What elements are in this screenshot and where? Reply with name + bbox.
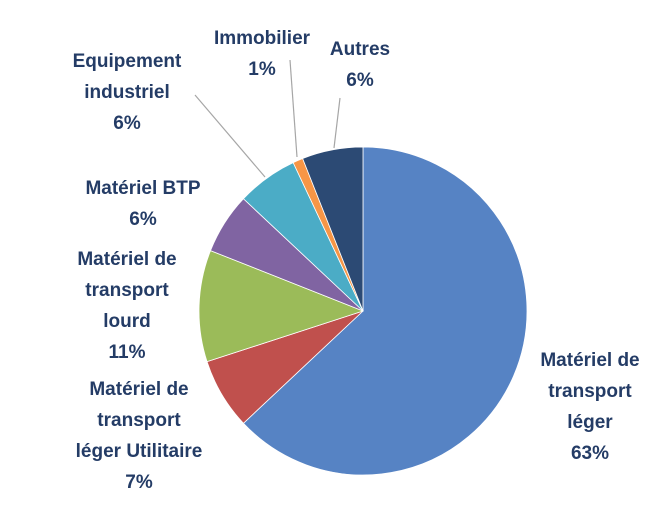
data-label-text: Immobilier [214, 28, 311, 49]
leader-line [289, 59, 298, 158]
data-label-text: Matériel BTP [85, 178, 200, 199]
data-label-text: Matériel de [89, 379, 188, 400]
pie-slice-6 [302, 146, 364, 312]
data-label-text: Equipement [73, 51, 182, 72]
pie-slice-0 [242, 146, 528, 476]
data-label-text: Matériel de [540, 350, 639, 371]
data-label-value: 6% [113, 113, 141, 134]
data-label-text: léger Utilitaire [76, 441, 203, 462]
leader-line [333, 97, 341, 149]
data-label-value: 63% [571, 443, 609, 464]
data-label-text: léger [567, 412, 613, 433]
data-label-text: Matériel de [77, 249, 176, 270]
data-label-value: 6% [129, 209, 157, 230]
data-label-text: industriel [84, 82, 170, 103]
data-label-value: 11% [109, 342, 146, 363]
data-label-value: 7% [125, 472, 153, 493]
pie-slice-2 [198, 250, 365, 363]
data-label-text: Autres [330, 39, 390, 60]
leader-line [194, 94, 266, 178]
data-label-value: 6% [346, 70, 374, 91]
data-label-text: transport [85, 280, 169, 301]
data-label-text: transport [97, 410, 181, 431]
data-label-text: transport [548, 381, 632, 402]
data-label-text: lourd [103, 311, 151, 332]
data-label-value: 1% [248, 59, 276, 80]
